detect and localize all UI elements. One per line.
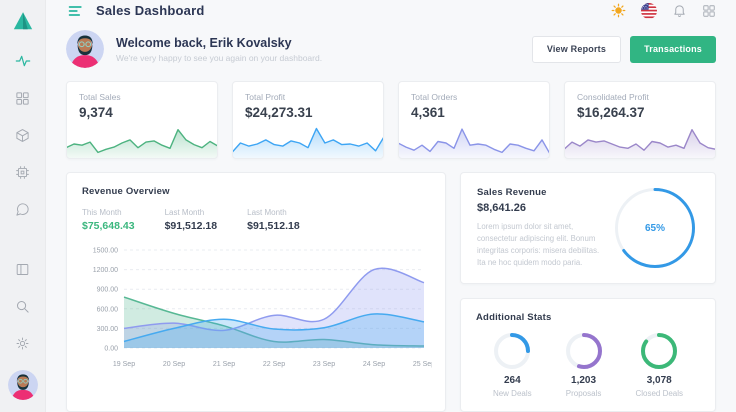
bottom-panels: Revenue Overview This Month $75,648.43 L… bbox=[66, 172, 716, 412]
svg-text:22 Sep: 22 Sep bbox=[263, 361, 285, 368]
topbar: Sales Dashboard bbox=[66, 0, 716, 21]
main-content: Sales Dashboard bbox=[46, 0, 736, 412]
stat-value: 4,361 bbox=[411, 105, 445, 120]
apps-grid-icon[interactable] bbox=[702, 4, 716, 18]
activity-icon bbox=[15, 53, 31, 69]
additional-stats-title: Additional Stats bbox=[476, 312, 552, 323]
stat-value: 9,374 bbox=[79, 105, 113, 120]
welcome-actions: View Reports Transactions bbox=[531, 35, 716, 63]
svg-text:23 Sep: 23 Sep bbox=[313, 361, 335, 368]
donut-chart bbox=[565, 333, 602, 369]
svg-text:0.00: 0.00 bbox=[104, 346, 118, 353]
sidebar-item-search[interactable] bbox=[10, 293, 36, 319]
sidebar-item-layout[interactable] bbox=[10, 256, 36, 282]
sparkline-chart bbox=[399, 123, 549, 158]
svg-text:1200.00: 1200.00 bbox=[93, 267, 118, 274]
welcome-section: Welcome back, Erik Kovalsky We're very h… bbox=[66, 30, 716, 68]
svg-text:600.00: 600.00 bbox=[97, 306, 119, 313]
stat-label: Total Orders bbox=[411, 92, 458, 102]
svg-text:300.00: 300.00 bbox=[97, 326, 119, 333]
welcome-text: Welcome back, Erik Kovalsky We're very h… bbox=[116, 36, 322, 63]
svg-text:900.00: 900.00 bbox=[97, 287, 119, 294]
layout-icon bbox=[15, 262, 30, 277]
view-reports-button[interactable]: View Reports bbox=[531, 35, 622, 63]
sparkline-chart bbox=[565, 123, 715, 158]
chat-icon bbox=[15, 202, 30, 217]
svg-text:19 Sep: 19 Sep bbox=[113, 361, 135, 368]
sales-revenue-donut: 65% bbox=[615, 188, 695, 268]
donut-chart bbox=[641, 333, 678, 369]
donut-chart bbox=[494, 333, 531, 369]
stat-card-total-profit[interactable]: Total Profit $24,273.31 bbox=[232, 81, 384, 159]
theme-sun-icon[interactable] bbox=[611, 3, 626, 18]
revenue-stat-this-month: This Month $75,648.43 bbox=[82, 208, 135, 232]
topbar-actions bbox=[611, 2, 716, 19]
menu-toggle-icon[interactable] bbox=[68, 4, 84, 18]
revenue-overview-panel: Revenue Overview This Month $75,648.43 L… bbox=[66, 172, 446, 412]
sales-revenue-value: $8,641.26 bbox=[477, 201, 526, 214]
revenue-overview-title: Revenue Overview bbox=[82, 186, 170, 197]
stat-new-deals: 264 New Deals bbox=[493, 333, 532, 398]
user-avatar[interactable] bbox=[66, 30, 104, 68]
revenue-stats: This Month $75,648.43 Last Month $91,512… bbox=[82, 208, 430, 232]
stat-value: $24,273.31 bbox=[245, 105, 313, 120]
sidebar bbox=[0, 0, 46, 412]
stat-closed-deals: 3,078 Closed Deals bbox=[635, 333, 683, 398]
stat-proposals: 1,203 Proposals bbox=[565, 333, 602, 398]
stat-card-total-orders[interactable]: Total Orders 4,361 bbox=[398, 81, 550, 159]
stat-label: Total Sales bbox=[79, 92, 121, 102]
cube-icon bbox=[15, 128, 30, 143]
additional-stats-row: 264 New Deals 1,203 Proposals 3,078 Clos… bbox=[476, 333, 700, 398]
page-title: Sales Dashboard bbox=[96, 3, 205, 18]
revenue-chart: 1500.00 1200.00 900.00 600.00 300.00 0.00 19 S… bbox=[93, 248, 432, 369]
welcome-subtitle: We're very happy to see you again on you… bbox=[116, 52, 323, 63]
stat-cards-row: Total Sales 9,374 Total Profit $24,273.3… bbox=[66, 81, 716, 159]
stat-card-consolidated-profit[interactable]: Consolidated Profit $16,264.37 bbox=[564, 81, 716, 159]
app-logo-icon[interactable] bbox=[12, 10, 34, 32]
stat-label: Consolidated Profit bbox=[577, 92, 649, 102]
sales-revenue-info: Sales Revenue $8,641.26 Lorem ipsum dolo… bbox=[477, 187, 615, 269]
welcome-title: Welcome back, Erik Kovalsky bbox=[116, 35, 292, 50]
revenue-stat-last-month-2: Last Month $91,512.18 bbox=[247, 208, 300, 232]
svg-text:21 Sep: 21 Sep bbox=[213, 361, 235, 368]
sidebar-item-messages[interactable] bbox=[10, 196, 36, 222]
svg-text:25 Sep: 25 Sep bbox=[413, 361, 432, 368]
sales-revenue-title: Sales Revenue bbox=[477, 186, 547, 198]
stat-value: $16,264.37 bbox=[577, 105, 645, 120]
search-icon bbox=[15, 299, 30, 314]
svg-text:20 Sep: 20 Sep bbox=[163, 361, 185, 368]
sidebar-item-apps[interactable] bbox=[10, 85, 36, 111]
svg-text:24 Sep: 24 Sep bbox=[363, 361, 385, 368]
sidebar-item-products[interactable] bbox=[10, 122, 36, 148]
additional-stats-panel: Additional Stats 264 New Deals 1,203 Pro… bbox=[460, 298, 716, 412]
sidebar-item-settings[interactable] bbox=[10, 330, 36, 356]
cpu-icon bbox=[15, 165, 30, 180]
donut-percent-label: 65% bbox=[644, 222, 665, 234]
stat-label: Total Profit bbox=[245, 92, 286, 102]
sidebar-user-avatar[interactable] bbox=[7, 370, 38, 400]
donut-chart bbox=[615, 188, 695, 268]
notifications-bell-icon[interactable] bbox=[672, 3, 687, 18]
revenue-stat-last-month: Last Month $91,512.18 bbox=[164, 208, 218, 232]
sidebar-item-integrations[interactable] bbox=[10, 159, 36, 185]
svg-text:1500.00: 1500.00 bbox=[93, 248, 118, 255]
language-flag-icon[interactable] bbox=[641, 2, 657, 19]
transactions-button[interactable]: Transactions bbox=[630, 35, 716, 63]
gear-icon bbox=[15, 336, 30, 351]
grid-icon bbox=[15, 91, 30, 106]
sparkline-chart bbox=[67, 123, 217, 158]
sales-revenue-description: Lorem ipsum dolor sit amet, consectetur … bbox=[477, 221, 600, 268]
sales-revenue-panel: Sales Revenue $8,641.26 Lorem ipsum dolo… bbox=[460, 172, 716, 284]
sidebar-item-dashboard[interactable] bbox=[10, 48, 36, 74]
sparkline-chart bbox=[233, 123, 383, 158]
right-column: Sales Revenue $8,641.26 Lorem ipsum dolo… bbox=[460, 172, 716, 412]
stat-card-total-sales[interactable]: Total Sales 9,374 bbox=[66, 81, 218, 159]
